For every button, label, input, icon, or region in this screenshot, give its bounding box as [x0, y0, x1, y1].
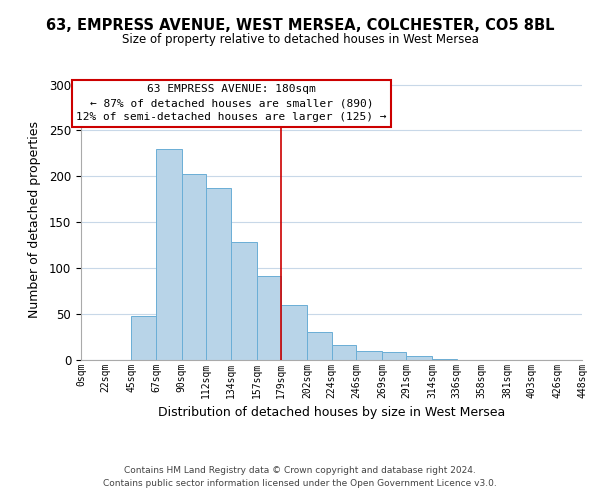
Bar	[331, 346, 356, 360]
Text: 63, EMPRESS AVENUE, WEST MERSEA, COLCHESTER, CO5 8BL: 63, EMPRESS AVENUE, WEST MERSEA, COLCHES…	[46, 18, 554, 32]
Bar	[432, 359, 457, 360]
Bar	[356, 351, 382, 360]
Bar	[382, 352, 406, 360]
Y-axis label: Number of detached properties: Number of detached properties	[28, 122, 41, 318]
Bar	[257, 276, 281, 360]
Bar	[406, 356, 432, 360]
Text: Size of property relative to detached houses in West Mersea: Size of property relative to detached ho…	[122, 32, 478, 46]
Text: 63 EMPRESS AVENUE: 180sqm
← 87% of detached houses are smaller (890)
12% of semi: 63 EMPRESS AVENUE: 180sqm ← 87% of detac…	[76, 84, 386, 122]
Bar	[131, 316, 156, 360]
Bar	[231, 242, 257, 360]
Bar	[307, 332, 331, 360]
Bar	[206, 188, 231, 360]
Bar	[281, 305, 307, 360]
Bar	[156, 149, 182, 360]
Text: Contains HM Land Registry data © Crown copyright and database right 2024.
Contai: Contains HM Land Registry data © Crown c…	[103, 466, 497, 487]
Bar	[182, 174, 206, 360]
X-axis label: Distribution of detached houses by size in West Mersea: Distribution of detached houses by size …	[158, 406, 505, 420]
